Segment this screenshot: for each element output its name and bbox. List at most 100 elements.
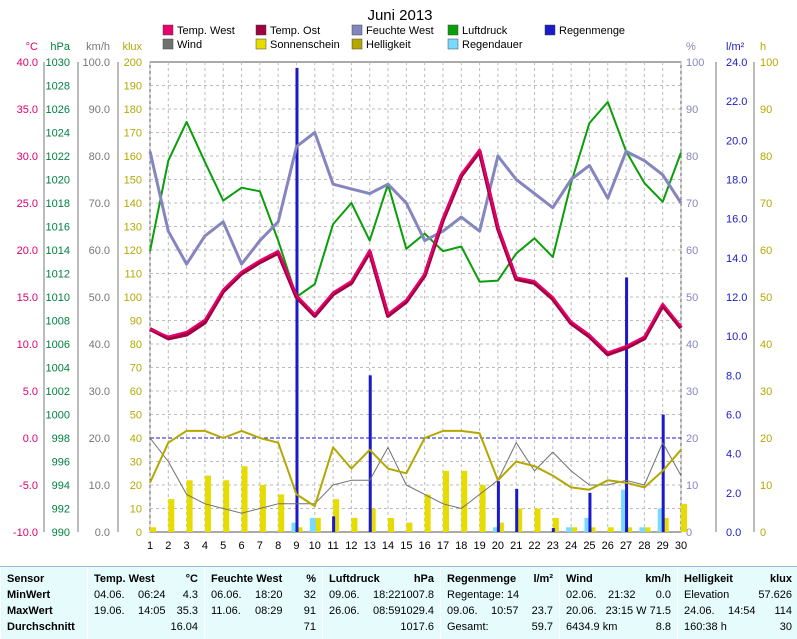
axis-tick-label: 1020 bbox=[46, 175, 70, 187]
sunshine-bar bbox=[241, 466, 248, 532]
stats-value: 1017.6 bbox=[400, 621, 434, 633]
stats-unit: °C bbox=[185, 573, 198, 585]
sunshine-bar bbox=[461, 470, 468, 532]
rain-amount-bar bbox=[625, 277, 629, 532]
x-tick-label: 16 bbox=[419, 540, 431, 552]
stats-value: 1007.8 bbox=[400, 589, 434, 601]
legend-label: Feuchte West bbox=[366, 25, 434, 37]
x-tick-label: 8 bbox=[275, 540, 281, 552]
x-tick-label: 20 bbox=[492, 540, 504, 552]
x-tick-label: 5 bbox=[220, 540, 226, 552]
axis-tick-label: 70 bbox=[130, 363, 142, 375]
stats-date: 26.06. bbox=[329, 605, 360, 617]
stats-date: 09.06. bbox=[329, 589, 360, 601]
rain-duration-bar bbox=[621, 489, 628, 532]
sunshine-bar bbox=[571, 527, 578, 532]
axis-tick-label: 10.0 bbox=[17, 339, 38, 351]
axis-tick-label: 30 bbox=[130, 457, 142, 469]
axis-tick-label: 40 bbox=[686, 339, 698, 351]
stats-time: 14:54 bbox=[728, 605, 756, 617]
axis-tick-label: 90 bbox=[686, 104, 698, 116]
stats-time: 06:24 bbox=[138, 589, 166, 601]
axis-tick-label: 50 bbox=[130, 410, 142, 422]
axis-tick-label: 0.0 bbox=[726, 527, 741, 539]
stats-col-feuchte: Feuchte West % 06.06. 18:20 32 11.06. 08… bbox=[204, 567, 322, 639]
x-tick-label: 4 bbox=[202, 540, 208, 552]
sunshine-bar bbox=[351, 517, 358, 532]
stats-date: 09.06. bbox=[447, 605, 478, 617]
axis-tick-label: 0.0 bbox=[95, 527, 110, 539]
sunshine-bar bbox=[333, 499, 340, 532]
axis-tick-label: -10.0 bbox=[13, 527, 38, 539]
rain-amount-bar bbox=[332, 516, 336, 532]
axis-tick-label: 1002 bbox=[46, 386, 70, 398]
legend-swatch bbox=[351, 24, 363, 36]
legend-swatch bbox=[544, 24, 556, 36]
sunshine-bar bbox=[442, 470, 449, 532]
rain-duration-bar bbox=[657, 508, 664, 532]
legend-label: Regenmenge bbox=[559, 25, 625, 37]
sunshine-bar bbox=[150, 527, 156, 532]
sunshine-bar bbox=[388, 517, 395, 532]
stats-value: 1029.4 bbox=[400, 605, 434, 617]
axis-tick-label: 18.0 bbox=[726, 175, 747, 187]
chart-axes: °C40.035.030.025.020.015.010.05.00.0-5.0… bbox=[13, 41, 778, 552]
axis-tick-label: 20 bbox=[130, 480, 142, 492]
axis-tick-label: 1026 bbox=[46, 104, 70, 116]
stats-col-sensor: Sensor MinWert MaxWert Durchschnitt bbox=[0, 567, 87, 639]
stats-date: 11.06. bbox=[211, 605, 241, 617]
x-tick-label: 2 bbox=[165, 540, 171, 552]
axis-tick-label: 50.0 bbox=[89, 292, 110, 304]
brightness-line bbox=[149, 429, 682, 508]
x-tick-label: 13 bbox=[364, 540, 376, 552]
axis-tick-label: 16.0 bbox=[726, 214, 747, 226]
axis-tick-label: 40.0 bbox=[17, 57, 38, 69]
x-tick-label: 9 bbox=[293, 540, 299, 552]
stats-label-avg: Durchschnitt bbox=[7, 621, 75, 633]
axis-tick-label: 2.0 bbox=[726, 488, 741, 500]
axis-tick-label: 1014 bbox=[46, 245, 70, 257]
axis-tick-label: 22.0 bbox=[726, 96, 747, 108]
stats-title: Helligkeit bbox=[684, 573, 733, 585]
sunshine-bar bbox=[534, 508, 541, 532]
x-tick-label: 26 bbox=[602, 540, 614, 552]
axis-unit-label: km/h bbox=[86, 41, 110, 53]
stats-col-temp-west: Temp. West °C 04.06. 06:24 4.3 19.06. 14… bbox=[87, 567, 204, 639]
rain-amount-bar bbox=[496, 481, 500, 532]
axis-tick-label: 20 bbox=[686, 433, 698, 445]
rain-amount-bar bbox=[515, 488, 519, 532]
legend-swatch bbox=[255, 38, 267, 50]
axis-tick-label: 100 bbox=[686, 57, 704, 69]
stats-title: Wind bbox=[566, 573, 593, 585]
stats-title: Temp. West bbox=[94, 573, 155, 585]
stats-unit: l/m² bbox=[533, 573, 553, 585]
sunshine-bar bbox=[314, 517, 321, 532]
statistics-table: Sensor MinWert MaxWert Durchschnitt Temp… bbox=[0, 566, 797, 639]
axis-tick-label: 20 bbox=[760, 433, 772, 445]
legend-label: Sonnenschein bbox=[270, 39, 340, 51]
axis-tick-label: 1012 bbox=[46, 269, 70, 281]
x-tick-label: 30 bbox=[675, 540, 687, 552]
stats-elevation-label: Elevation bbox=[684, 589, 730, 601]
stats-value: 0.0 bbox=[655, 589, 671, 601]
legend-label: Temp. West bbox=[177, 25, 235, 37]
axis-tick-label: 80 bbox=[686, 151, 698, 163]
stats-time: 08:59 bbox=[373, 605, 401, 617]
axis-tick-label: 40.0 bbox=[89, 339, 110, 351]
stats-unit: hPa bbox=[413, 573, 434, 585]
x-tick-label: 10 bbox=[309, 540, 321, 552]
sunshine-bar bbox=[278, 494, 285, 532]
axis-tick-label: 60 bbox=[130, 386, 142, 398]
rain-amount-bar bbox=[551, 528, 555, 532]
axis-tick-label: 1030 bbox=[46, 57, 70, 69]
stats-value: 23.7 bbox=[531, 605, 553, 617]
axis-tick-label: 40 bbox=[130, 433, 142, 445]
axis-tick-label: 10 bbox=[760, 480, 772, 492]
axis-tick-label: 30.0 bbox=[89, 386, 110, 398]
axis-tick-label: 70 bbox=[760, 198, 772, 210]
x-tick-label: 22 bbox=[528, 540, 540, 552]
stats-col-helligkeit: Helligkeit klux Elevation 57.626 24.06. … bbox=[677, 567, 797, 639]
stats-distance: 6434.9 km bbox=[566, 621, 618, 633]
x-tick-label: 12 bbox=[345, 540, 357, 552]
axis-tick-label: 190 bbox=[124, 81, 142, 93]
